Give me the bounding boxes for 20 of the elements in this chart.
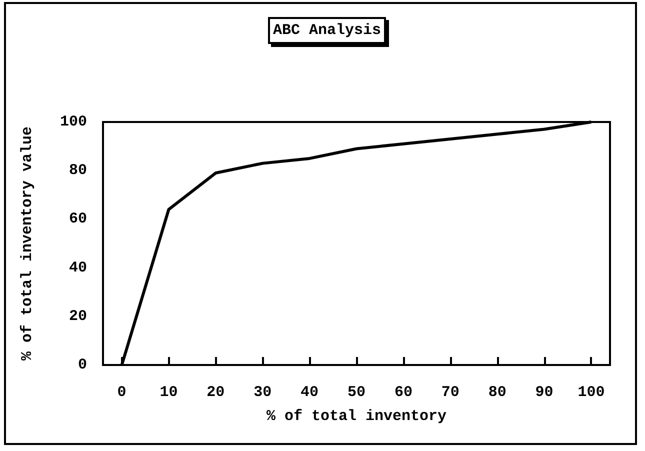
y-tick-label: 40 <box>68 259 87 276</box>
y-axis-title: % of total inventory value <box>19 126 36 361</box>
x-tick-label: 60 <box>394 384 412 401</box>
x-tick-label: 70 <box>441 384 460 401</box>
x-tick-label: 80 <box>488 384 506 401</box>
chart-title: ABC Analysis <box>273 22 382 39</box>
x-tick-label: 40 <box>300 384 319 401</box>
y-tick-label: 80 <box>68 162 87 180</box>
x-tick-label: 50 <box>347 384 366 401</box>
x-tick-label: 30 <box>254 384 272 401</box>
x-tick-label: 100 <box>578 384 605 401</box>
x-tick-label: 90 <box>535 384 554 401</box>
y-tick-label: 60 <box>68 210 87 228</box>
x-axis-title: % of total inventory <box>266 408 447 425</box>
x-tick-label: 0 <box>117 384 126 401</box>
y-tick-label: 20 <box>68 308 87 325</box>
y-tick-label: 0 <box>78 356 87 374</box>
y-tick-label: 100 <box>60 114 87 130</box>
x-tick-label: 10 <box>160 384 178 401</box>
x-tick-label: 20 <box>206 384 225 401</box>
